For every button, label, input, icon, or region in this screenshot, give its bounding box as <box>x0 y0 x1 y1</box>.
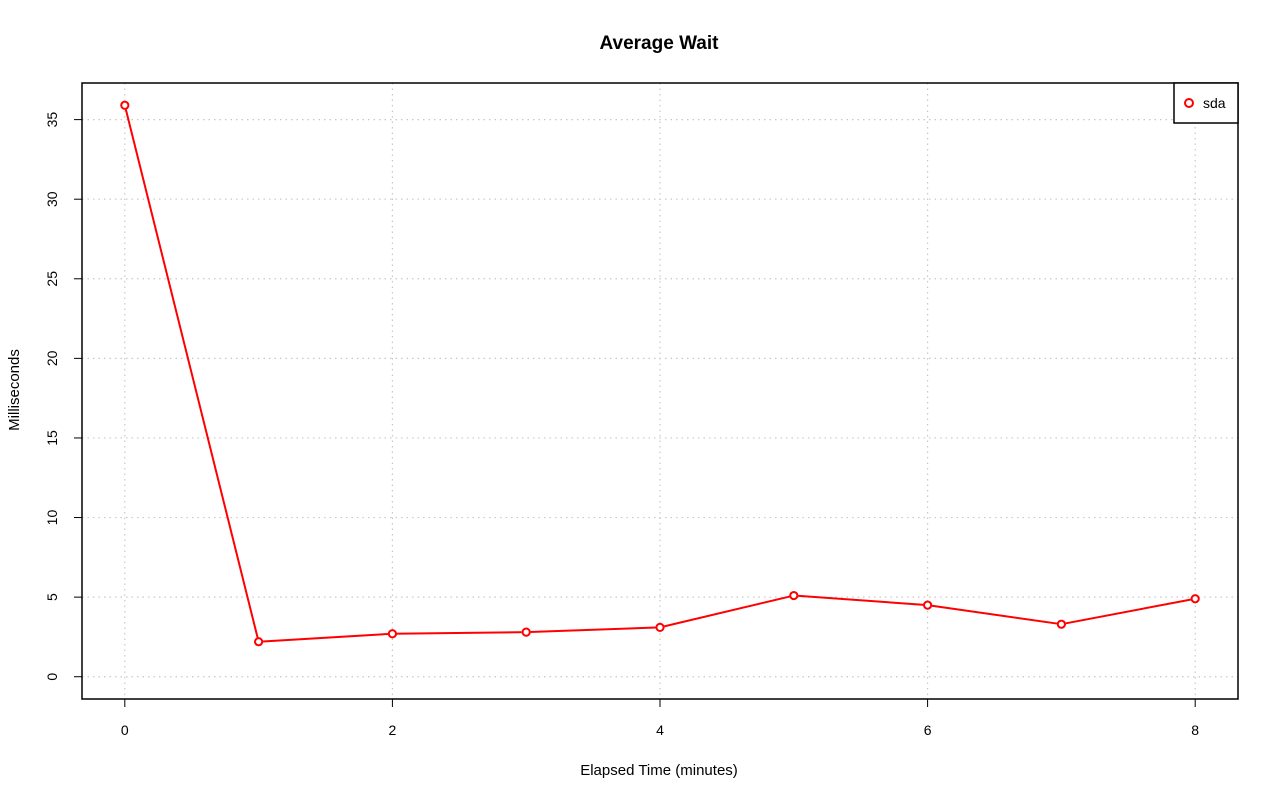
data-point-sda-4 <box>655 622 665 632</box>
y-axis: 0 5 10 15 20 25 30 35 <box>44 112 82 681</box>
y-tick-label-30: 30 <box>44 191 60 207</box>
y-tick-label-35: 35 <box>44 112 60 128</box>
data-point-sda-7 <box>1056 619 1066 629</box>
legend-label-sda: sda <box>1203 95 1226 111</box>
data-point-sda-3 <box>521 627 531 637</box>
y-tick-label-15: 15 <box>44 430 60 446</box>
x-tick-label-2: 2 <box>389 722 397 738</box>
data-point-sda-1 <box>254 637 264 647</box>
y-tick-label-0: 0 <box>44 673 60 681</box>
y-axis-title: Milliseconds <box>6 349 23 431</box>
x-tick-label-6: 6 <box>924 722 932 738</box>
legend-marker-sda <box>1184 98 1194 108</box>
y-tick-label-10: 10 <box>44 510 60 526</box>
data-point-sda-5 <box>789 590 799 601</box>
series-layer <box>120 100 1200 647</box>
chart-title: Average Wait <box>600 33 720 54</box>
x-axis: 0 2 4 6 8 <box>121 698 1199 738</box>
legend: sda <box>1173 82 1239 124</box>
data-point-sda-8 <box>1190 594 1200 604</box>
data-point-sda-6 <box>922 600 933 610</box>
grid-lines <box>82 83 1238 699</box>
x-tick-label-8: 8 <box>1191 722 1199 738</box>
y-tick-label-20: 20 <box>44 350 60 366</box>
data-point-sda-0 <box>120 100 130 110</box>
x-tick-label-0: 0 <box>121 722 129 738</box>
data-point-sda-2 <box>387 629 398 639</box>
x-tick-label-4: 4 <box>656 722 664 738</box>
x-axis-title: Elapsed Time (minutes) <box>580 762 738 779</box>
y-tick-label-25: 25 <box>44 271 60 287</box>
y-tick-label-5: 5 <box>44 593 60 601</box>
